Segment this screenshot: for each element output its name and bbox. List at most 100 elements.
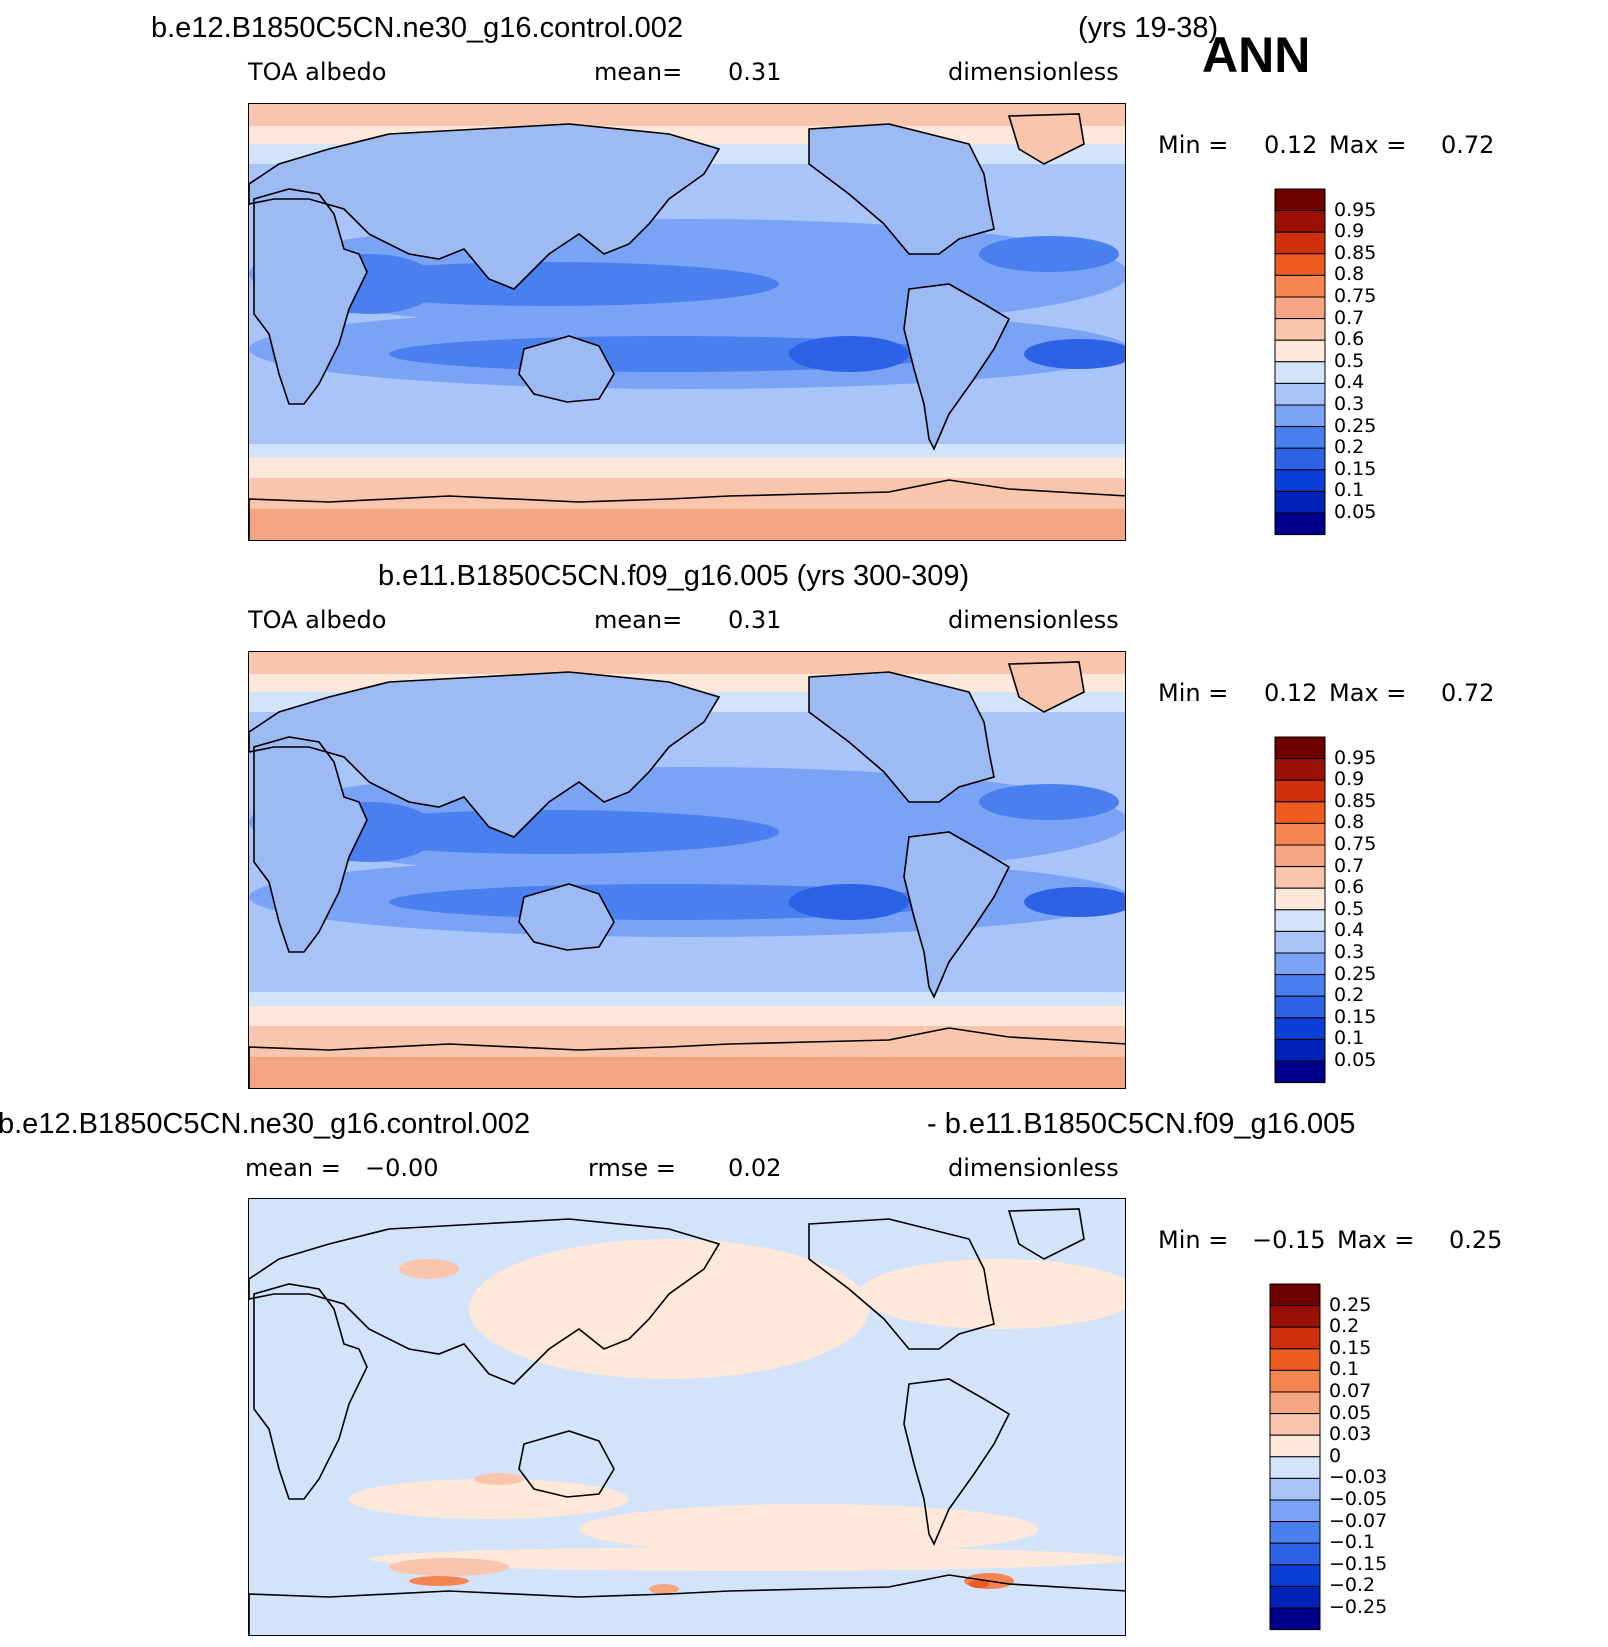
colorbar-swatch	[1269, 1499, 1321, 1523]
colorbar-swatches	[1269, 1283, 1321, 1631]
colorbar-swatch	[1274, 1017, 1326, 1040]
middle-title: b.e11.B1850C5CN.f09_g16.005 (yrs 300-309…	[378, 560, 970, 592]
top-title-left: b.e12.B1850C5CN.ne30_g16.control.002	[151, 12, 684, 44]
colorbar-tick-label: 0.1	[1334, 479, 1365, 502]
colorbar-swatch	[1269, 1542, 1321, 1566]
colorbar-tick-label: 0.03	[1329, 1423, 1372, 1446]
top-min-value: 0.12	[1264, 131, 1318, 159]
middle-units: dimensionless	[948, 606, 1119, 634]
colorbar-swatch	[1274, 995, 1326, 1019]
middle-map	[248, 651, 1126, 1089]
colorbar-tick-label: 0.25	[1329, 1293, 1372, 1316]
colorbar-tick-label: 0.15	[1334, 1005, 1377, 1028]
top-variable: TOA albedo	[248, 58, 387, 86]
colorbar-tick-label: 0.7	[1334, 854, 1365, 877]
colorbar-swatch	[1274, 447, 1326, 471]
top-mean-value: 0.31	[728, 58, 782, 86]
colorbar-tick-label: 0.9	[1334, 768, 1365, 791]
middle-min-value: 0.12	[1264, 679, 1318, 707]
colorbar-swatch	[1274, 887, 1326, 911]
colorbar-tick-label: 0.25	[1334, 414, 1377, 437]
colorbar-swatch	[1269, 1585, 1321, 1609]
top-mean-label: mean=	[594, 58, 683, 86]
top-units: dimensionless	[948, 58, 1119, 86]
colorbar-swatch	[1269, 1391, 1321, 1415]
colorbar-tick-label: 0.4	[1334, 371, 1365, 394]
bottom-rmse-value: 0.02	[728, 1154, 782, 1182]
colorbar-swatch	[1269, 1434, 1321, 1458]
bottom-max-label: Max =	[1337, 1226, 1415, 1254]
top-max-value: 0.72	[1441, 131, 1495, 159]
colorbar-tick-label: 0.4	[1334, 919, 1365, 942]
colorbar-swatch	[1274, 318, 1326, 341]
top-map	[248, 103, 1126, 541]
middle-min-label: Min =	[1158, 679, 1229, 707]
colorbar-swatch	[1274, 930, 1326, 954]
colorbar-tick-label: 0.15	[1334, 457, 1377, 480]
top-max-label: Max =	[1329, 131, 1407, 159]
top-min-label: Min =	[1158, 131, 1229, 159]
colorbar-tick-label: 0.6	[1334, 328, 1365, 351]
colorbar-tick-label: 0.5	[1334, 349, 1365, 372]
bottom-mean-label: mean =	[245, 1154, 341, 1182]
colorbar-tick-label: 0.5	[1334, 897, 1365, 920]
colorbar-swatches	[1274, 188, 1326, 536]
middle-max-value: 0.72	[1441, 679, 1495, 707]
colorbar-tick-label: 0.05	[1329, 1401, 1372, 1424]
bottom-mean-value: −0.00	[365, 1154, 439, 1182]
colorbar-swatch	[1274, 866, 1326, 889]
colorbar-swatch	[1274, 909, 1326, 932]
colorbar-tick-label: 0.3	[1334, 393, 1365, 415]
colorbar-swatch	[1269, 1477, 1321, 1501]
colorbar-tick-label: −0.07	[1329, 1509, 1388, 1532]
colorbar-swatch	[1269, 1413, 1321, 1436]
colorbar-swatch	[1269, 1326, 1321, 1350]
colorbar-swatch	[1274, 382, 1326, 406]
colorbar-tick-label: 0.2	[1329, 1315, 1360, 1338]
colorbar-tick-label: 0.07	[1329, 1380, 1372, 1402]
colorbar-tick-label: 0.8	[1334, 811, 1365, 834]
colorbar-swatch	[1274, 952, 1326, 976]
colorbar-swatch	[1274, 210, 1326, 233]
colorbar-tick-label: 0.95	[1334, 746, 1377, 769]
colorbar-tick-label: 0.75	[1334, 285, 1377, 307]
bottom-rmse-label: rmse =	[588, 1154, 676, 1182]
colorbar-tick-label: 0.25	[1334, 962, 1377, 985]
colorbar-swatch	[1269, 1456, 1321, 1479]
colorbar-tick-label: 0.2	[1334, 984, 1365, 1007]
season-label: ANN	[1202, 27, 1311, 83]
colorbar-tick-label: −0.1	[1329, 1531, 1376, 1554]
colorbar-tick-label: 0.1	[1334, 1027, 1365, 1050]
colorbar-tick-label: 0.7	[1334, 306, 1365, 329]
colorbar-tick-label: 0.9	[1334, 220, 1365, 243]
colorbar-tick-label: 0.05	[1334, 501, 1377, 523]
colorbar-tick-label: 0.75	[1334, 833, 1377, 855]
colorbar-tick-label: −0.03	[1329, 1466, 1388, 1489]
colorbar-swatches	[1274, 736, 1326, 1084]
colorbar-swatch	[1274, 512, 1326, 536]
colorbar-swatch	[1269, 1521, 1321, 1544]
middle-mean-value: 0.31	[728, 606, 782, 634]
colorbar-tick-label: −0.05	[1329, 1488, 1388, 1510]
colorbar-tick-label: 0.1	[1329, 1358, 1360, 1381]
colorbar-swatch	[1269, 1283, 1321, 1307]
bottom-map	[248, 1198, 1126, 1636]
colorbar-swatch	[1274, 426, 1326, 449]
colorbar-swatch	[1274, 231, 1326, 255]
colorbar-tick-label: 0.15	[1329, 1336, 1372, 1359]
colorbar-tick-label: −0.2	[1329, 1574, 1376, 1597]
bottom-title-left: b.e12.B1850C5CN.ne30_g16.control.002	[0, 1108, 531, 1140]
colorbar-swatch	[1274, 361, 1326, 384]
colorbar-swatch	[1269, 1564, 1321, 1587]
bottom-min-value: −0.15	[1252, 1226, 1326, 1254]
colorbar-swatch	[1269, 1607, 1321, 1631]
middle-mean-label: mean=	[594, 606, 683, 634]
colorbar-swatch	[1274, 404, 1326, 428]
colorbar-swatch	[1274, 296, 1326, 320]
colorbar-tick-label: 0.05	[1334, 1049, 1377, 1071]
colorbar-tick-label: 0.85	[1334, 789, 1377, 812]
middle-max-label: Max =	[1329, 679, 1407, 707]
colorbar-swatch	[1274, 490, 1326, 514]
colorbar-swatch	[1274, 974, 1326, 997]
colorbar-swatch	[1274, 1038, 1326, 1062]
